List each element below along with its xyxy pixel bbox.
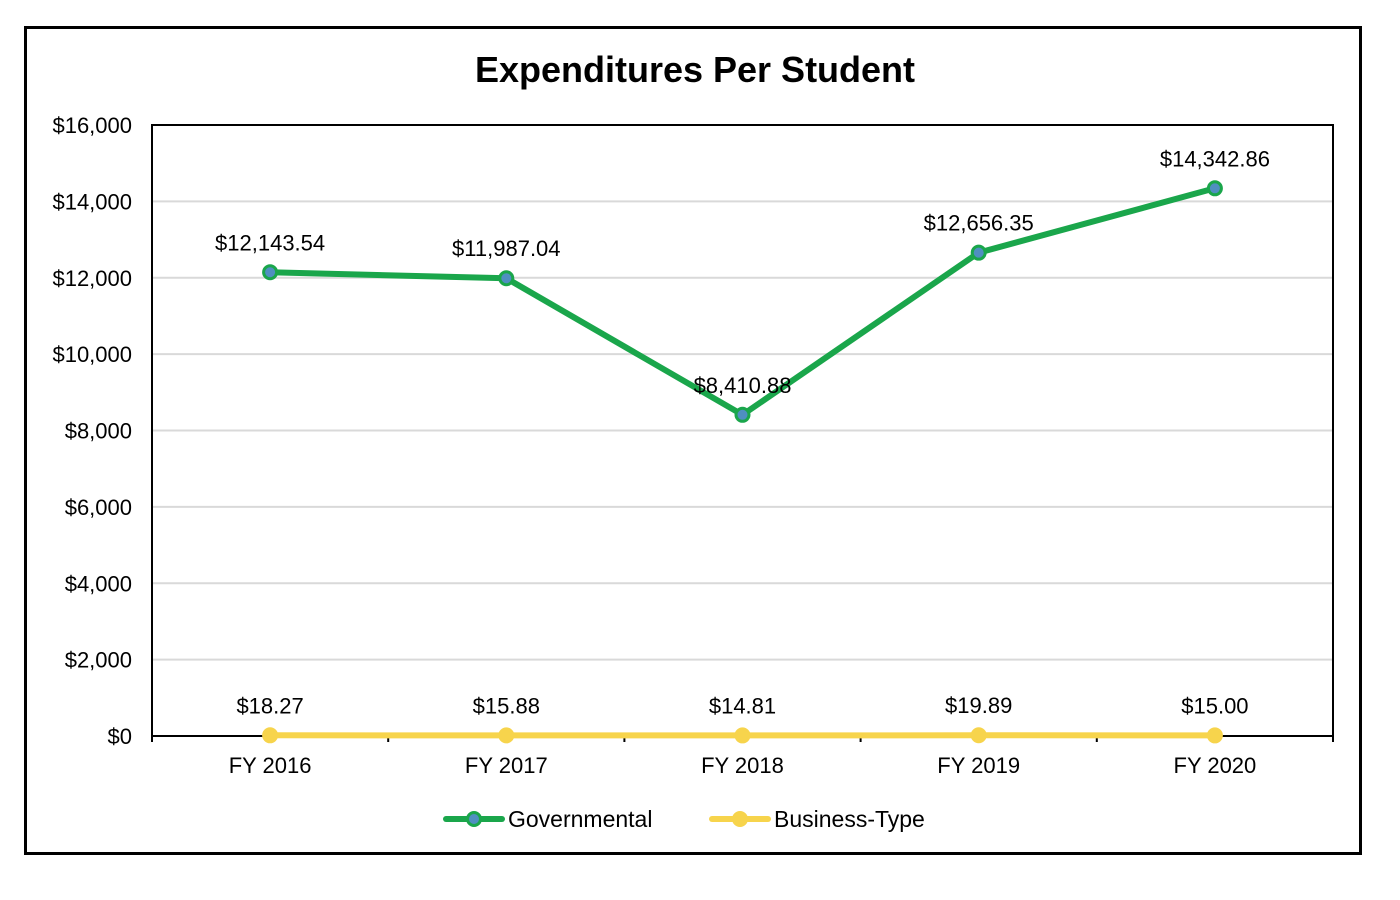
x-tick-label: FY 2020 [1174,753,1257,778]
data-point[interactable] [734,406,751,423]
legend-marker [466,811,482,827]
data-label: $12,656.35 [924,211,1034,236]
x-tick-label: FY 2017 [465,753,548,778]
data-point[interactable] [970,244,987,261]
y-tick-label: $16,000 [52,113,132,138]
data-label: $14,342.86 [1160,146,1270,171]
series [262,180,1223,744]
gridlines [152,200,1333,661]
y-tick-label: $12,000 [52,266,132,291]
data-label: $19.89 [945,693,1012,718]
data-point[interactable] [970,727,987,744]
data-label: $11,987.04 [452,236,560,261]
data-point[interactable] [734,727,751,744]
legend-marker [732,811,748,827]
data-label: $8,410.88 [694,373,792,398]
data-label: $14.81 [709,693,776,718]
legend-label[interactable]: Business-Type [774,806,925,832]
x-tick-label: FY 2018 [701,753,784,778]
data-label: $15.88 [473,693,540,718]
y-tick-label: $0 [108,724,132,749]
chart-frame [24,26,1362,855]
data-label: $18.27 [236,693,303,718]
data-point[interactable] [498,270,515,287]
y-tick-label: $14,000 [52,189,132,214]
y-tick-label: $4,000 [65,571,132,596]
y-tick-label: $2,000 [65,648,132,673]
data-point[interactable] [498,727,515,744]
data-labels: $12,143.54 $11,987.04 $8,410.88 $12,656.35 $… [215,146,1270,718]
x-tick-label: FY 2019 [937,753,1020,778]
data-point[interactable] [262,264,279,281]
y-axis-ticks: $0 $2,000 $4,000 $6,000 $8,000 $10,000 $12,000… [52,113,132,749]
chart-title: Expenditures Per Student [475,49,915,90]
data-label: $12,143.54 [215,230,325,255]
data-point[interactable] [1206,727,1223,744]
data-label: $15.00 [1181,693,1248,718]
data-point[interactable] [1206,180,1223,197]
y-tick-label: $10,000 [52,342,132,367]
data-point[interactable] [262,727,279,744]
x-axis-ticks: FY 2016 FY 2017 FY 2018 FY 2019 FY 2020 [151,736,1334,778]
y-tick-label: $8,000 [65,419,132,444]
legend-label[interactable]: Governmental [508,806,652,832]
y-tick-label: $6,000 [65,495,132,520]
legend: Governmental Business-Type [443,806,925,832]
x-tick-label: FY 2016 [229,753,312,778]
